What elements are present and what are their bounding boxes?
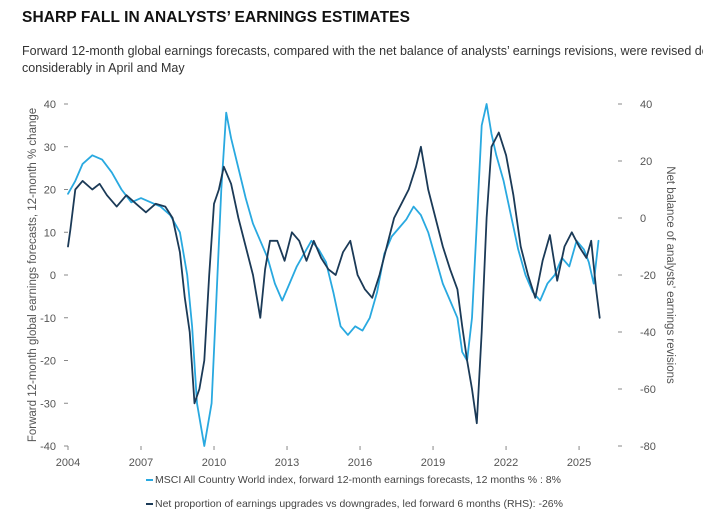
y-tick-label-left: -40 <box>40 441 56 453</box>
y-tick-label-right: -20 <box>640 270 656 282</box>
y-axis-title-left: Forward 12-month global earnings forecas… <box>27 108 39 442</box>
y-tick-label-left: -30 <box>40 398 56 410</box>
y-tick-label-left: 40 <box>44 99 56 111</box>
y-tick-label-right: -40 <box>640 327 656 339</box>
series-layer <box>67 103 601 447</box>
series-line-2 <box>67 131 601 425</box>
chart-title: SHARP FALL IN ANALYSTS’ EARNINGS ESTIMAT… <box>22 9 411 26</box>
x-tick-label: 2016 <box>348 457 372 469</box>
chart-subtitle: Forward 12-month global earnings forecas… <box>22 43 703 77</box>
y-axis-title-right: Net balance of analysts’ earnings revisi… <box>664 166 676 384</box>
x-tick-label: 2007 <box>129 457 153 469</box>
x-tick-label: 2019 <box>421 457 445 469</box>
y-tick-label-left: -20 <box>40 356 56 368</box>
y-tick-label-right: -60 <box>640 384 656 396</box>
series-line-1 <box>67 103 600 447</box>
tick-labels-layer: 403020100-10-20-30-4040200-20-40-60-8020… <box>40 99 656 469</box>
subtitle-line-1: Forward 12-month global earnings forecas… <box>22 44 703 58</box>
y-tick-label-right: 0 <box>640 213 646 225</box>
y-tick-label-left: -10 <box>40 313 56 325</box>
y-tick-label-left: 20 <box>44 185 56 197</box>
x-tick-label: 2010 <box>202 457 226 469</box>
subtitle-line-2: considerably in April and May <box>22 61 185 75</box>
x-tick-label: 2022 <box>494 457 518 469</box>
legend-item-series-2: Net proportion of earnings upgrades vs d… <box>146 498 563 510</box>
y-tick-label-left: 30 <box>44 142 56 154</box>
y-tick-label-right: -80 <box>640 441 656 453</box>
legend-label-series-1: MSCI All Country World index, forward 12… <box>155 474 561 486</box>
legend-swatch-series-1 <box>146 479 153 482</box>
x-tick-label: 2013 <box>275 457 299 469</box>
x-tick-label: 2004 <box>56 457 80 469</box>
y-tick-label-left: 10 <box>44 227 56 239</box>
y-tick-label-right: 40 <box>640 99 652 111</box>
y-tick-label-right: 20 <box>640 156 652 168</box>
axis-ticks-layer <box>64 103 622 450</box>
y-tick-label-left: 0 <box>50 270 56 282</box>
legend-swatch-series-2 <box>146 503 153 506</box>
x-tick-label: 2025 <box>567 457 591 469</box>
legend-item-series-1: MSCI All Country World index, forward 12… <box>146 474 561 486</box>
legend-label-series-2: Net proportion of earnings upgrades vs d… <box>155 498 563 510</box>
